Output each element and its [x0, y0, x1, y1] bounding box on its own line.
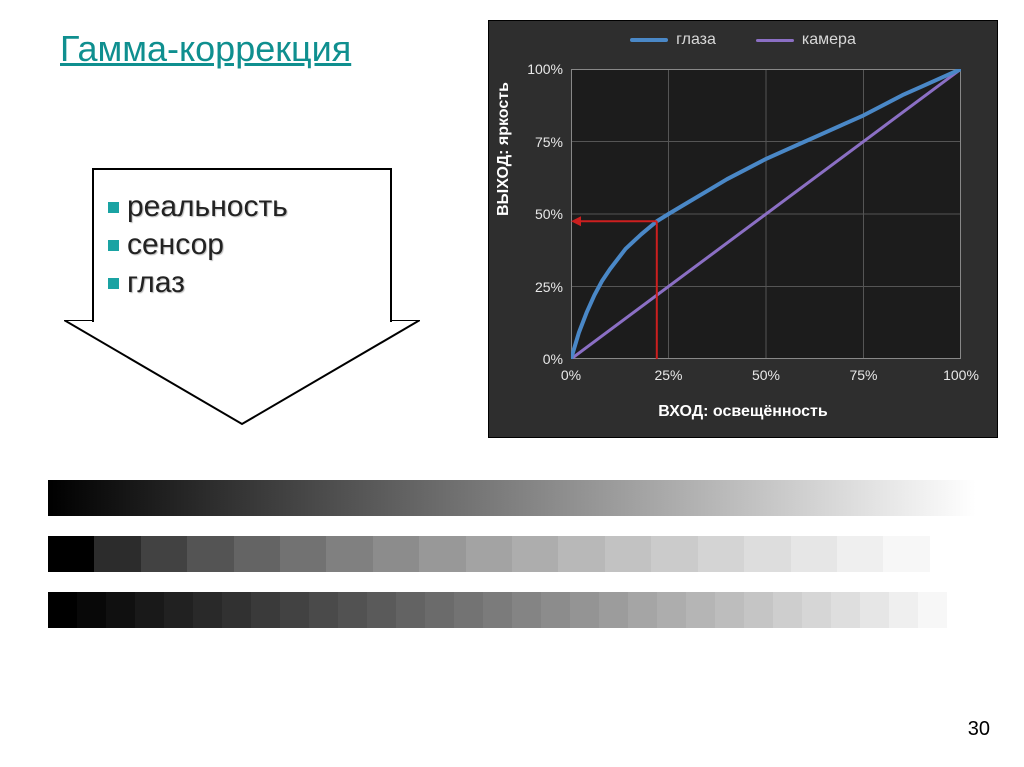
y-tick-label: 75% [513, 134, 563, 150]
gradient-step [541, 592, 570, 628]
y-tick-label: 0% [513, 351, 563, 367]
y-tick-label: 100% [513, 61, 563, 77]
gradient-step [454, 592, 483, 628]
gradient-step [373, 536, 419, 572]
gradient-step [164, 592, 193, 628]
gradient-step [280, 592, 309, 628]
page-number: 30 [968, 718, 990, 741]
gradient-step [106, 592, 135, 628]
legend-item: глаза [630, 31, 716, 49]
bullet-item: глаз [108, 266, 376, 300]
bullet-marker-icon [108, 240, 119, 251]
gradient-step [280, 536, 326, 572]
gradient-step [425, 592, 454, 628]
bullet-item: реальность [108, 190, 376, 224]
legend-line-icon [756, 39, 794, 42]
legend-line-icon [630, 38, 668, 42]
x-tick-label: 75% [849, 367, 877, 383]
gradient-bar-steps-coarse [48, 536, 976, 572]
gradient-step [338, 592, 367, 628]
gradient-step [187, 536, 233, 572]
gradient-step [48, 536, 94, 572]
y-tick-label: 25% [513, 279, 563, 295]
gradient-step [222, 592, 251, 628]
gradient-step [698, 536, 744, 572]
gradient-step [744, 592, 773, 628]
gradient-step [605, 536, 651, 572]
gradient-step [570, 592, 599, 628]
gradient-step [251, 592, 280, 628]
x-tick-label: 100% [943, 367, 979, 383]
gradient-step [234, 536, 280, 572]
legend-label: глаза [676, 31, 716, 49]
arrow-head [92, 322, 392, 422]
gradient-step [883, 536, 929, 572]
gradient-step [558, 536, 604, 572]
gradient-step [947, 592, 976, 628]
gradient-step [141, 536, 187, 572]
gradient-step [744, 536, 790, 572]
bullet-text: реальность [127, 190, 288, 224]
arrow-box-body: реальность сенсор глаз [92, 168, 392, 322]
gradient-step [657, 592, 686, 628]
gradient-step [77, 592, 106, 628]
gradient-step [309, 592, 338, 628]
arrow-callout: реальность сенсор глаз [92, 168, 392, 422]
gradient-step [930, 536, 976, 572]
gradient-step [419, 536, 465, 572]
gradient-bars [48, 480, 976, 648]
gradient-step [326, 536, 372, 572]
gradient-step [48, 592, 77, 628]
bullet-item: сенсор [108, 228, 376, 262]
y-tick-label: 50% [513, 206, 563, 222]
gradient-step [628, 592, 657, 628]
y-axis-label: ВЫХОД: яркость [495, 82, 513, 216]
gamma-chart-panel: глазакамера 0%25%50%75%100%0%25%50%75%10… [488, 20, 998, 438]
x-axis-label: ВХОД: освещённость [489, 403, 997, 421]
gradient-step [715, 592, 744, 628]
x-tick-label: 50% [752, 367, 780, 383]
gradient-step [466, 536, 512, 572]
gradient-step [367, 592, 396, 628]
chart-legend: глаза камера [489, 31, 997, 49]
gradient-step [599, 592, 628, 628]
gradient-step [773, 592, 802, 628]
gradient-step [918, 592, 947, 628]
gradient-step [396, 592, 425, 628]
gradient-step [512, 592, 541, 628]
bullet-text: сенсор [127, 228, 224, 262]
x-tick-label: 25% [654, 367, 682, 383]
gradient-bar-steps-fine [48, 592, 976, 628]
gradient-step [512, 536, 558, 572]
gradient-step [135, 592, 164, 628]
bullet-marker-icon [108, 202, 119, 213]
gradient-step [94, 536, 140, 572]
bullet-marker-icon [108, 278, 119, 289]
gradient-step [651, 536, 697, 572]
gradient-bar-smooth [48, 480, 976, 516]
gradient-step [483, 592, 512, 628]
chart-plot-area: 0%25%50%75%100%0%25%50%75%100% [571, 69, 961, 359]
bullet-text: глаз [127, 266, 185, 300]
gradient-step [831, 592, 860, 628]
x-tick-label: 0% [561, 367, 581, 383]
legend-label: камера [802, 31, 856, 49]
gradient-step [889, 592, 918, 628]
gradient-step [686, 592, 715, 628]
slide-title: Гамма-коррекция [60, 28, 351, 70]
legend-item: камера [756, 31, 856, 49]
gradient-step [837, 536, 883, 572]
gradient-step [791, 536, 837, 572]
gradient-step [802, 592, 831, 628]
gradient-step [860, 592, 889, 628]
gradient-step [193, 592, 222, 628]
